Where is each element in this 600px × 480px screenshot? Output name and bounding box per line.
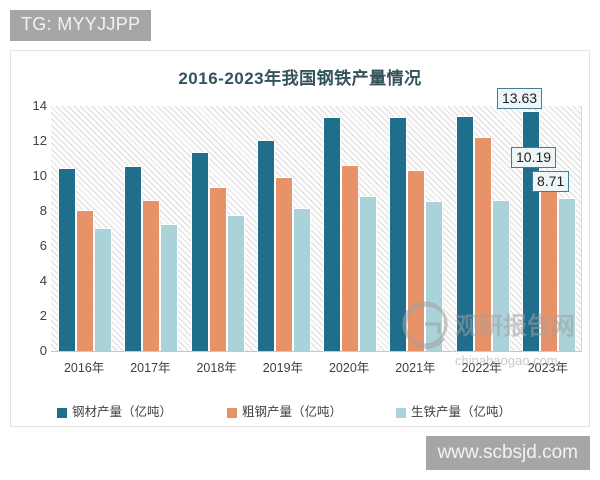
svg-text:观研报告网: 观研报告网 — [455, 313, 575, 340]
